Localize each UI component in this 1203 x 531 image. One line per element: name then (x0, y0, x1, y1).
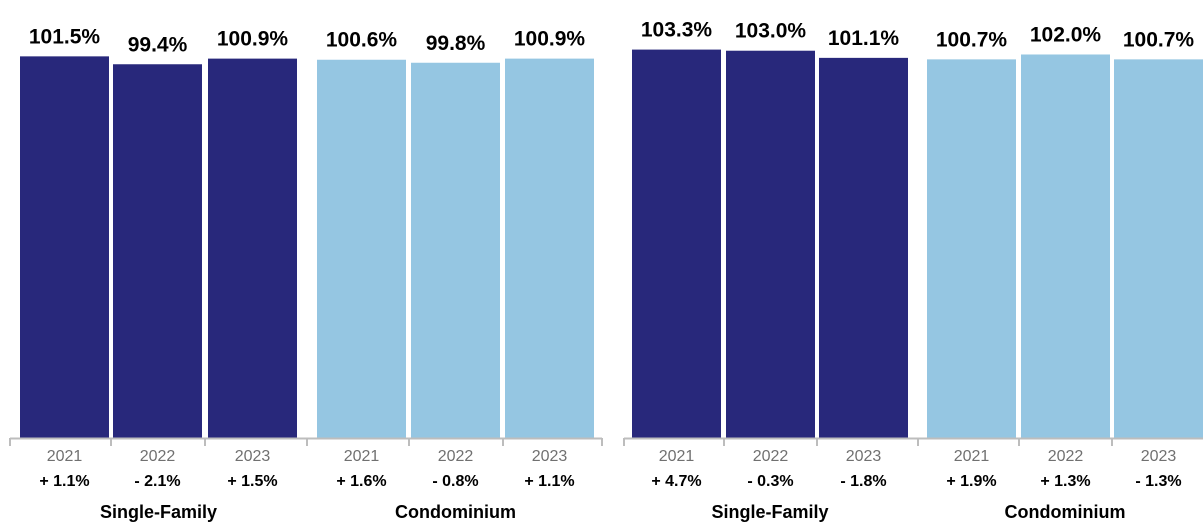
value-label: 99.8% (426, 32, 486, 55)
year-tick-label: 2023 (532, 448, 568, 465)
year-tick-label: 2022 (1048, 448, 1084, 465)
value-label: 100.6% (326, 29, 398, 52)
change-label: - 2.1% (134, 473, 180, 490)
value-label: 100.9% (217, 28, 289, 51)
bar (20, 56, 109, 439)
change-label: + 4.7% (651, 473, 701, 490)
group-label: Single-Family (100, 502, 217, 522)
year-tick-label: 2023 (1141, 448, 1177, 465)
bar (819, 57, 908, 438)
chart-panel-2: 103.3% 103.0% 101.1% 100.7% 102.0% 100.7% 2021… (623, 19, 1203, 522)
bar (1114, 59, 1203, 438)
year-tick-label: 2022 (438, 448, 474, 465)
bar (726, 50, 815, 438)
value-label: 99.4% (128, 33, 188, 56)
bar (927, 59, 1016, 438)
value-label: 101.5% (29, 25, 101, 48)
group-label: Single-Family (711, 502, 828, 522)
bar (317, 59, 406, 439)
value-label: 101.1% (828, 27, 900, 50)
value-label: 102.0% (1030, 23, 1102, 46)
value-label: 103.3% (641, 19, 713, 42)
change-label: + 1.9% (946, 473, 996, 490)
year-tick-label: 2022 (753, 448, 789, 465)
change-label: + 1.1% (524, 473, 574, 490)
year-tick-label: 2022 (140, 448, 176, 465)
group-label: Condominium (395, 502, 516, 522)
year-tick-label: 2021 (954, 448, 990, 465)
change-label: + 1.6% (336, 473, 386, 490)
year-tick-label: 2021 (659, 448, 695, 465)
bar (1021, 54, 1110, 438)
change-label: - 1.3% (1135, 473, 1181, 490)
bar (113, 64, 202, 439)
year-tick-label: 2021 (344, 448, 380, 465)
value-label: 100.7% (1123, 28, 1195, 51)
year-tick-label: 2023 (846, 448, 882, 465)
year-tick-label: 2021 (47, 448, 83, 465)
change-label: - 1.8% (840, 473, 886, 490)
year-tick-label: 2023 (235, 448, 271, 465)
change-label: + 1.3% (1040, 473, 1090, 490)
value-label: 103.0% (735, 20, 807, 43)
chart-panel-1: 101.5% 99.4% 100.9% 100.6% 99.8% 100.9% 2021 20… (9, 25, 603, 522)
change-label: - 0.8% (432, 473, 478, 490)
bar (505, 58, 594, 439)
group-label: Condominium (1005, 502, 1126, 522)
change-label: - 0.3% (747, 473, 793, 490)
bar (411, 62, 500, 438)
change-label: + 1.5% (227, 473, 277, 490)
change-label: + 1.1% (39, 473, 89, 490)
bar (208, 58, 297, 439)
value-label: 100.9% (514, 28, 586, 51)
bar (632, 49, 721, 438)
value-label: 100.7% (936, 28, 1008, 51)
